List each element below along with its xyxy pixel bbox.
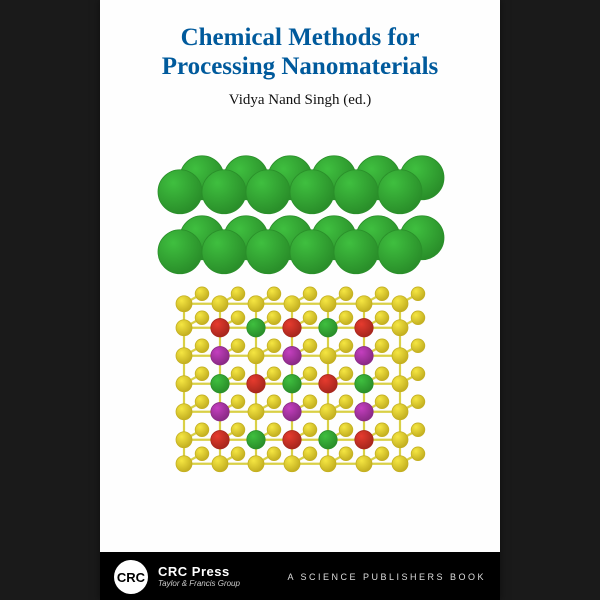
press-name: CRC Press: [158, 565, 240, 579]
title-line-2: Processing Nanomaterials: [162, 53, 439, 80]
title-block: Chemical Methods for Processing Nanomate…: [100, 0, 500, 115]
publisher-footer: CRC CRC Press Taylor & Francis Group A S…: [100, 552, 500, 600]
title-line-1: Chemical Methods for: [181, 24, 420, 51]
book-cover: Chemical Methods for Processing Nanomate…: [100, 0, 500, 600]
imprint-label: A SCIENCE PUBLISHERS BOOK: [287, 572, 486, 582]
publisher-text: CRC Press Taylor & Francis Group: [158, 565, 240, 588]
book-author: Vidya Nand Singh (ed.): [116, 92, 484, 109]
press-tagline: Taylor & Francis Group: [158, 580, 240, 589]
book-title: Chemical Methods for Processing Nanomate…: [116, 24, 484, 82]
molecular-diagram: [140, 119, 460, 553]
crc-logo-icon: CRC: [114, 560, 148, 594]
diagram-svg: [140, 119, 460, 553]
